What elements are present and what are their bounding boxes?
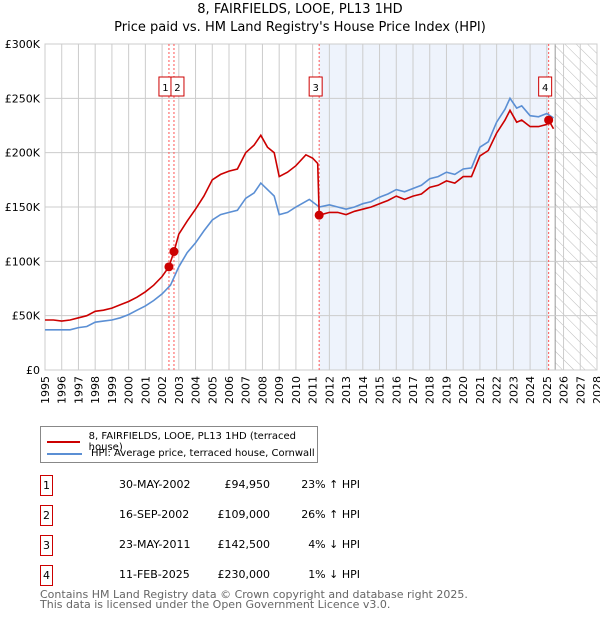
sale-row: 3 23-MAY-2011 £142,500 4% ↓ HPI [40, 535, 360, 557]
sale-hpi-diff: 23% ↑ HPI [301, 478, 360, 491]
x-tick-label: 2007 [240, 376, 253, 404]
x-tick-label: 2004 [190, 376, 203, 404]
sale-number-badge: 1 [40, 475, 53, 496]
x-tick-label: 2006 [223, 376, 236, 404]
y-tick-label: £150K [5, 201, 41, 214]
sale-date: 16-SEP-2002 [119, 508, 190, 521]
sale-number-badge: 4 [40, 565, 53, 586]
sale-row: 2 16-SEP-2002 £109,000 26% ↑ HPI [40, 505, 360, 527]
x-tick-label: 2017 [407, 376, 420, 404]
x-tick-label: 2026 [558, 376, 571, 404]
x-tick-label: 1995 [39, 376, 52, 404]
x-tick-label: 2028 [591, 376, 600, 404]
legend-swatch-property [47, 441, 80, 443]
sale-label: 4 [542, 83, 548, 94]
x-tick-label: 2027 [574, 376, 587, 404]
x-tick-label: 2022 [491, 376, 504, 404]
legend-label-property: 8, FAIRFIELDS, LOOE, PL13 1HD (terraced … [88, 431, 297, 453]
chart-legend: 8, FAIRFIELDS, LOOE, PL13 1HD (terraced … [40, 426, 318, 463]
sale-label: 2 [174, 83, 180, 94]
x-tick-label: 2016 [390, 376, 403, 404]
sale-label: 3 [312, 83, 318, 94]
legend-label-hpi: HPI: Average price, terraced house, Corn… [91, 448, 315, 459]
y-tick-label: £300K [5, 38, 41, 51]
sale-number-badge: 2 [40, 505, 53, 526]
sale-row: 1 30-MAY-2002 £94,950 23% ↑ HPI [40, 475, 360, 497]
sale-price: £94,950 [224, 478, 271, 491]
x-tick-label: 2005 [206, 376, 219, 404]
x-tick-label: 2010 [290, 376, 303, 404]
sale-point [544, 115, 554, 125]
x-tick-label: 2000 [123, 376, 136, 404]
y-tick-label: £200K [5, 147, 41, 160]
sale-row: 4 11-FEB-2025 £230,000 1% ↓ HPI [40, 565, 360, 587]
y-tick-label: £250K [5, 92, 41, 105]
sale-price: £109,000 [217, 508, 271, 521]
sale-price: £230,000 [217, 568, 271, 581]
x-tick-label: 1998 [89, 376, 102, 404]
x-tick-label: 2008 [256, 376, 269, 404]
hpi-series-line [45, 96, 554, 331]
x-tick-label: 1997 [72, 376, 85, 404]
x-tick-label: 2009 [273, 376, 286, 404]
sale-price: £142,500 [217, 538, 271, 551]
sale-label-box [170, 76, 185, 97]
x-tick-label: 2024 [524, 376, 537, 404]
property-series-line [45, 108, 555, 322]
x-tick-label: 2003 [173, 376, 186, 404]
sale-label: 1 [162, 83, 168, 94]
x-tick-label: 2023 [507, 376, 520, 404]
sale-number-badge: 3 [40, 535, 53, 556]
sale-hpi-diff: 26% ↑ HPI [301, 508, 360, 521]
x-tick-label: 1996 [56, 376, 69, 404]
chart-subtitle: Price paid vs. HM Land Registry's House … [114, 20, 486, 35]
x-tick-label: 2020 [457, 376, 470, 404]
y-tick-label: £0 [26, 364, 40, 377]
x-tick-label: 2001 [139, 376, 152, 404]
x-tick-label: 2015 [374, 376, 387, 404]
sale-point [169, 247, 179, 257]
x-tick-label: 2021 [474, 376, 487, 404]
x-tick-label: 2013 [340, 376, 353, 404]
price-chart: 1995 1996 1997 1998 1999 2000 2001 2002 2003 2004… [5, 38, 600, 404]
footer-copyright: Contains HM Land Registry data © Crown c… [40, 588, 468, 601]
sale-date: 23-MAY-2011 [119, 538, 191, 551]
sale-label-box [308, 76, 323, 97]
sale-hpi-diff: 1% ↓ HPI [308, 568, 360, 581]
sale-date: 30-MAY-2002 [119, 478, 191, 491]
y-tick-label: £100K [5, 255, 41, 268]
legend-item-hpi: HPI: Average price, terraced house, Corn… [47, 448, 315, 459]
x-tick-label: 2012 [323, 376, 336, 404]
sale-date: 11-FEB-2025 [119, 568, 190, 581]
legend-item-property: 8, FAIRFIELDS, LOOE, PL13 1HD (terraced … [47, 431, 317, 453]
x-tick-label: 2019 [440, 376, 453, 404]
x-tick-label: 1999 [106, 376, 119, 404]
sale-point [314, 210, 324, 220]
y-tick-label: £50K [12, 310, 41, 323]
legend-swatch-hpi [47, 452, 82, 455]
x-tick-label: 2014 [357, 376, 370, 404]
footer: Contains HM Land Registry data © Crown c… [40, 588, 468, 611]
footer-licence: This data is licensed under the Open Gov… [40, 598, 391, 611]
sale-point [164, 262, 174, 272]
sale-label-box [538, 76, 553, 97]
plot-border [44, 43, 598, 371]
x-tick-label: 2025 [541, 376, 554, 404]
chart-title: 8, FAIRFIELDS, LOOE, PL13 1HD [197, 2, 403, 17]
x-tick-label: 2018 [424, 376, 437, 404]
x-tick-label: 2011 [307, 376, 320, 404]
sale-hpi-diff: 4% ↓ HPI [308, 538, 360, 551]
x-tick-label: 2002 [156, 376, 169, 404]
